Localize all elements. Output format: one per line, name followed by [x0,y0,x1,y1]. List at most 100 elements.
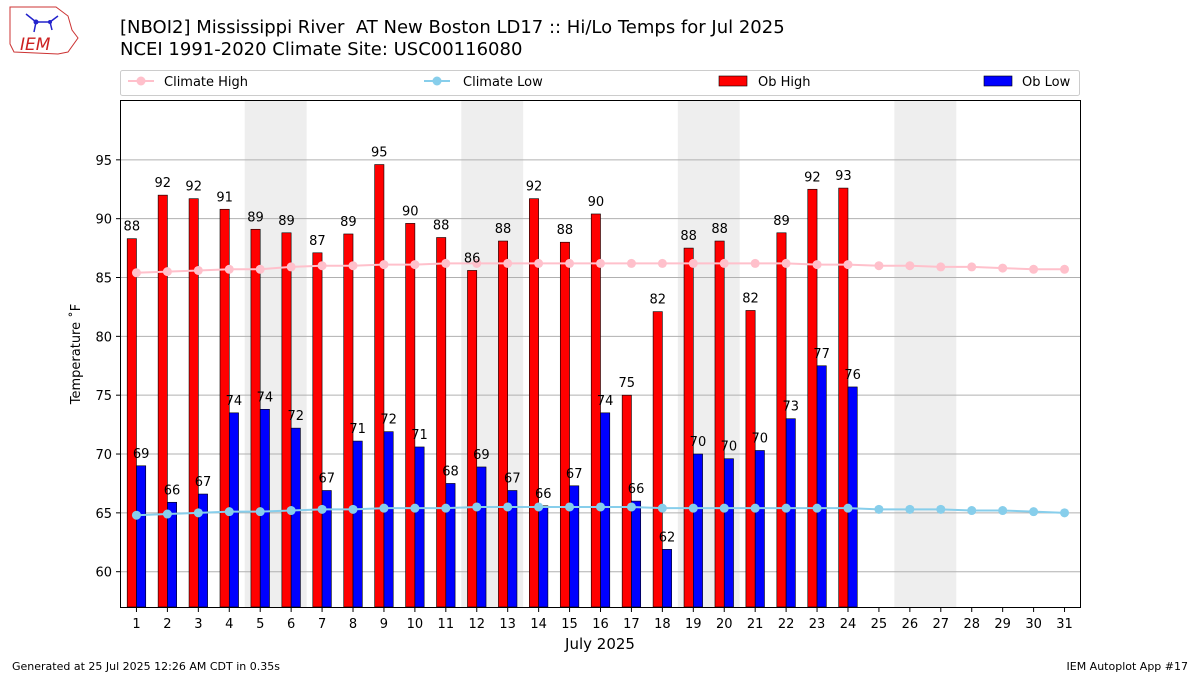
climate-high-point [472,258,482,268]
ob-low-label: 62 [659,530,676,545]
ob-low-bar [847,386,858,608]
x-tick-label: 4 [225,617,233,632]
climate-high-point [348,261,358,271]
y-tick-label: 95 [95,154,112,169]
weekend-band [894,101,957,607]
ob-high-bar [559,241,570,608]
ob-low-bar [662,549,672,608]
ob-high-label: 88 [680,229,697,244]
climate-high-point [565,258,575,268]
chart-title: [NBOI2] Mississippi River AT New Boston … [120,17,785,38]
legend-ob-high-swatch [718,75,748,87]
ob-low-label: 67 [195,475,212,490]
climate-high-point [410,260,420,270]
climate-low-point [812,503,822,513]
climate-low-point [410,503,420,513]
climate-high-point [657,258,667,268]
ob-low-label: 67 [504,472,521,487]
ob-high-label: 88 [711,222,728,237]
x-tick-label: 15 [561,617,578,632]
x-tick-label: 22 [778,617,795,632]
x-tick-label: 6 [287,617,295,632]
climate-low-point [998,506,1008,516]
ob-high-label: 92 [154,176,171,191]
ob-high-bar [188,198,199,608]
y-tick-label: 65 [95,507,112,522]
ob-low-label: 77 [813,347,830,362]
ob-high-bar [683,247,694,608]
ob-low-label: 69 [133,447,150,462]
x-tick-label: 25 [871,617,888,632]
climate-high-point [781,258,791,268]
climate-low-point [162,509,172,519]
ob-low-bar [785,418,796,608]
ob-low-bar [816,365,827,608]
climate-low-point [472,502,482,512]
ob-low-bar [414,446,425,608]
x-tick-label: 31 [1056,617,1073,632]
climate-low-point [348,504,358,514]
y-tick-label: 90 [95,213,112,228]
climate-high-point [503,258,513,268]
ob-high-bar [126,238,137,608]
legend: Climate High Climate Low Ob High Ob Low [120,70,1080,96]
ob-high-label: 89 [340,215,357,230]
climate-low-point [1029,507,1039,517]
ob-high-label: 92 [804,170,821,185]
climate-low-point [534,502,544,512]
climate-low-point [286,506,296,516]
x-tick-label: 16 [592,617,609,632]
ob-high-label: 88 [557,223,574,238]
ob-high-bar [714,240,725,608]
climate-high-point [719,258,729,268]
climate-high-point [936,262,946,272]
chart-subtitle: NCEI 1991-2020 Climate Site: USC00116080 [120,39,523,60]
ob-low-label: 72 [288,409,305,424]
x-tick-label: 11 [438,617,455,632]
ob-high-bar [405,223,416,608]
ob-low-bar [445,483,456,608]
x-tick-label: 18 [654,617,671,632]
climate-high-point [998,263,1008,273]
x-tick-label: 30 [1025,617,1042,632]
x-tick-label: 20 [716,617,733,632]
climate-low-point [1060,508,1070,518]
climate-high-point [905,261,915,271]
climate-low-point [781,503,791,513]
ob-high-label: 89 [278,214,295,229]
x-tick-label: 8 [349,617,357,632]
ob-low-bar [723,458,734,608]
ob-low-bar [352,440,363,608]
ob-low-label: 76 [844,368,861,383]
climate-high-point [441,258,451,268]
ob-low-label: 70 [752,431,769,446]
x-tick-label: 13 [499,617,516,632]
ob-low-label: 71 [411,428,428,443]
y-axis-label: Temperature ˚F [68,304,84,405]
x-tick-label: 29 [994,617,1011,632]
bars [126,164,858,608]
climate-high-point [874,261,884,271]
ob-low-bar [290,427,301,608]
x-tick-label: 12 [468,617,485,632]
climate-low-point [193,508,203,518]
ob-high-label: 87 [309,234,326,249]
ob-high-bar [157,194,168,608]
ob-low-label: 74 [597,394,614,409]
ob-high-label: 90 [588,195,605,210]
climate-high-point [286,262,296,272]
climate-low-point [503,502,513,512]
legend-ob-low: Ob Low [1022,75,1071,90]
ob-high-bar [621,394,632,608]
climate-high-point [379,260,389,270]
ob-high-bar [312,252,323,608]
ob-low-label: 72 [380,413,397,428]
climate-high-point [1029,264,1039,274]
climate-low-point [596,502,605,512]
x-tick-label: 1 [132,617,140,632]
climate-high-point [162,267,172,277]
climate-high-point [626,258,636,268]
legend-box [120,70,1080,96]
ob-high-bar [374,164,385,608]
